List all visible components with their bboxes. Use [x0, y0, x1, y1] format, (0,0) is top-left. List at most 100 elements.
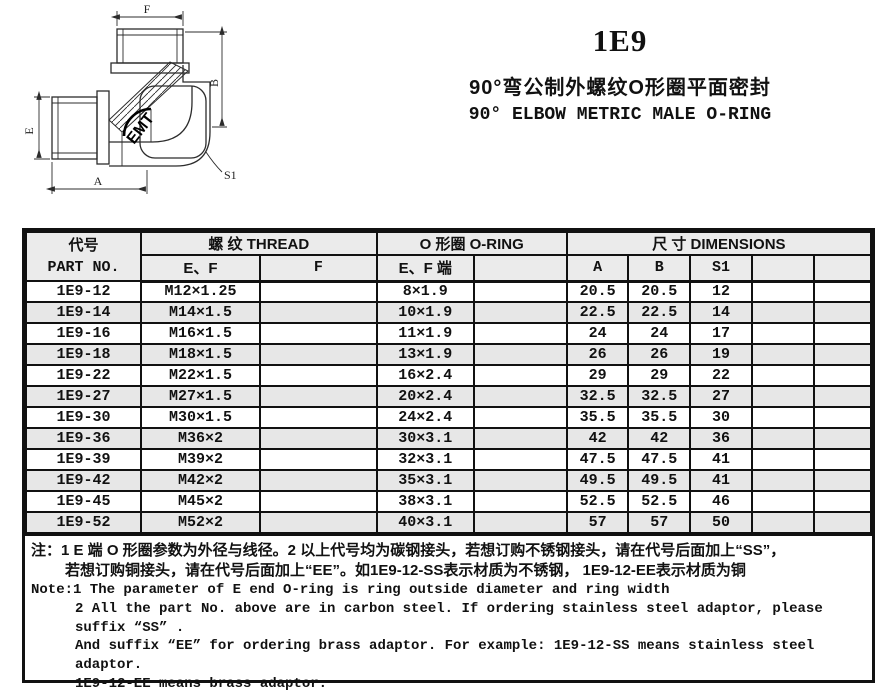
cell-dim-s1: 36 [689, 427, 753, 450]
cell-dim-s1: 50 [689, 511, 753, 534]
header-oring-blank [472, 254, 568, 283]
cell-dim-b: 26 [627, 343, 692, 366]
fitting-technical-drawing: F [22, 2, 262, 214]
cell-part-no: 1E9-45 [25, 490, 142, 513]
cell-blank [472, 511, 568, 534]
cell-blank [472, 448, 568, 471]
cell-thread-f [259, 427, 378, 450]
cell-blank [813, 469, 872, 492]
dim-label-a: A [94, 174, 103, 188]
cell-dim-b: 24 [627, 322, 692, 345]
cell-dim-a: 26 [565, 343, 630, 366]
cell-blank [813, 322, 872, 345]
header-thread-ef: E、F [139, 254, 262, 283]
cell-part-no: 1E9-27 [25, 385, 142, 408]
cell-thread-ef: M12×1.25 [139, 280, 262, 303]
cell-thread-ef: M39×2 [139, 448, 262, 471]
cell-blank [750, 427, 816, 450]
cell-blank [813, 301, 872, 324]
cell-part-no: 1E9-16 [25, 322, 142, 345]
cell-part-no: 1E9-30 [25, 406, 142, 429]
table-row: 1E9-36 M36×2 30×3.1 42 42 36 [25, 427, 872, 450]
cell-thread-ef: M16×1.5 [139, 322, 262, 345]
cell-thread-ef: M18×1.5 [139, 343, 262, 366]
notes-block: 注：1 E 端 O 形圈参数为外径与线径。2 以上代号均为碳钢接头，若想订购不锈… [25, 534, 872, 690]
cell-blank [813, 343, 872, 366]
table-row: 1E9-45 M45×2 38×3.1 52.5 52.5 46 [25, 490, 872, 513]
header-dim-blank-2 [813, 254, 872, 283]
elbow-section-drawing: F [22, 2, 237, 194]
cell-dim-b: 42 [627, 427, 692, 450]
table-row: 1E9-22 M22×1.5 16×2.4 29 29 22 [25, 364, 872, 387]
cell-dim-a: 32.5 [565, 385, 630, 408]
dim-label-f: F [144, 2, 151, 16]
cell-dim-s1: 12 [689, 280, 753, 303]
top-port [110, 28, 190, 74]
cell-dim-a: 57 [565, 511, 630, 534]
elbow-body [109, 65, 211, 167]
table-row: 1E9-27 M27×1.5 20×2.4 32.5 32.5 27 [25, 385, 872, 408]
cell-dim-b: 22.5 [627, 301, 692, 324]
dim-label-e: E [22, 127, 36, 134]
cell-dim-s1: 30 [689, 406, 753, 429]
cell-thread-ef: M36×2 [139, 427, 262, 450]
table-row: 1E9-12 M12×1.25 8×1.9 20.5 20.5 12 [25, 280, 872, 303]
cell-thread-f [259, 406, 378, 429]
cell-blank [472, 280, 568, 303]
cell-thread-ef: M42×2 [139, 469, 262, 492]
cell-oring: 30×3.1 [375, 427, 475, 450]
note-en-2: 2 All the part No. above are in carbon s… [75, 600, 823, 636]
cell-dim-a: 22.5 [565, 301, 630, 324]
header-oring: O 形圈 O-RING [375, 231, 568, 256]
cell-blank [472, 469, 568, 492]
cell-oring: 11×1.9 [375, 322, 475, 345]
cell-part-no: 1E9-39 [25, 448, 142, 471]
cell-blank [750, 322, 816, 345]
header-part-no: 代号 PART NO. [25, 231, 142, 282]
cell-dim-b: 32.5 [627, 385, 692, 408]
cell-thread-ef: M30×1.5 [139, 406, 262, 429]
section-hatch [108, 61, 189, 133]
cell-dim-b: 49.5 [627, 469, 692, 492]
cell-dim-b: 47.5 [627, 448, 692, 471]
dimension-f: F [110, 2, 184, 26]
cell-part-no: 1E9-18 [25, 343, 142, 366]
cell-dim-b: 29 [627, 364, 692, 387]
table-row: 1E9-52 M52×2 40×3.1 57 57 50 [25, 511, 872, 534]
note-en-1: Note:1 The parameter of E end O-ring is … [31, 582, 670, 599]
note-en-3: And suffix “EE” for ordering brass adapt… [75, 638, 815, 674]
cell-blank [750, 406, 816, 429]
cell-dim-a: 42 [565, 427, 630, 450]
cell-blank [813, 511, 872, 534]
header-dimensions: 尺 寸 DIMENSIONS [565, 231, 873, 256]
cell-dim-s1: 41 [689, 469, 753, 492]
cell-blank [472, 490, 568, 513]
parts-table: 代号 PART NO. 螺 纹 THREAD O 形圈 O-RING 尺 寸 D… [25, 231, 873, 534]
cell-oring: 20×2.4 [375, 385, 475, 408]
cell-oring: 8×1.9 [375, 280, 475, 303]
header-dim-s1: S1 [689, 254, 753, 283]
cell-dim-s1: 17 [689, 322, 753, 345]
table-row: 1E9-42 M42×2 35×3.1 49.5 49.5 41 [25, 469, 872, 492]
cell-dim-b: 52.5 [627, 490, 692, 513]
cell-part-no: 1E9-22 [25, 364, 142, 387]
dimension-e: E [22, 90, 50, 160]
cell-thread-f [259, 469, 378, 492]
cell-thread-f [259, 490, 378, 513]
cell-blank [472, 364, 568, 387]
header-oring-ef: E、F 端 [375, 254, 475, 283]
cell-blank [750, 511, 816, 534]
cell-part-no: 1E9-52 [25, 511, 142, 534]
cell-blank [750, 280, 816, 303]
title-block: 1E9 90°弯公制外螺纹O形圈平面密封 90° ELBOW METRIC MA… [375, 23, 865, 126]
cell-dim-a: 52.5 [565, 490, 630, 513]
page-title: 1E9 [592, 23, 648, 58]
dim-label-s1: S1 [224, 168, 237, 182]
cell-blank [472, 385, 568, 408]
header-dim-blank-1 [750, 254, 816, 283]
cell-oring: 16×2.4 [375, 364, 475, 387]
cell-dim-s1: 46 [689, 490, 753, 513]
cell-blank [472, 427, 568, 450]
dim-label-b: B [207, 79, 221, 87]
subtitle-english: 90° ELBOW METRIC MALE O-RING [468, 105, 772, 126]
